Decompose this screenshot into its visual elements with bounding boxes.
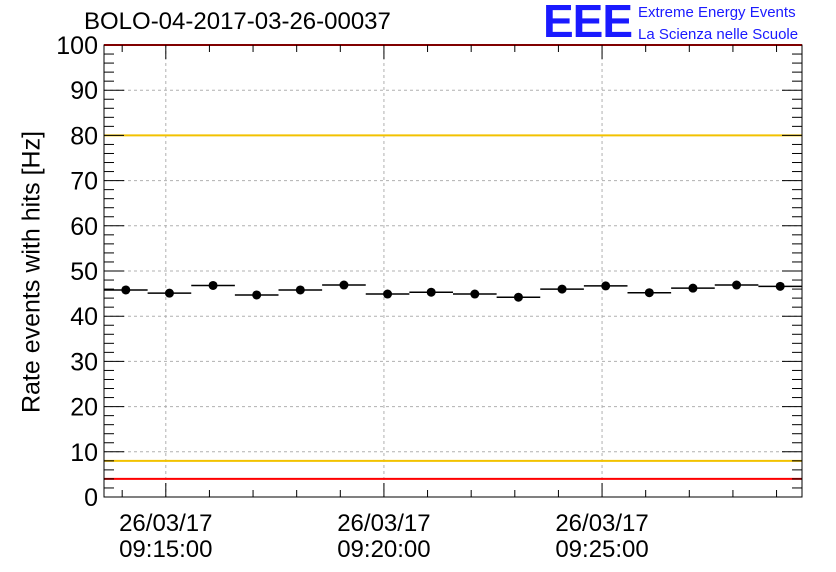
data-point: [252, 290, 262, 300]
data-point: [295, 285, 305, 295]
tick-labels: 010203040506070809010026/03/1709:15:0026…: [56, 32, 648, 563]
y-tick-label: 50: [70, 258, 98, 286]
y-tick-label: 40: [70, 303, 98, 331]
data-point: [121, 285, 131, 295]
x-tick-time-label: 09:25:00: [555, 536, 648, 563]
y-axis-label: Rate events with hits [Hz]: [17, 130, 46, 414]
data-point: [513, 292, 523, 302]
x-tick-time-label: 09:20:00: [337, 536, 430, 563]
threshold-lines: [104, 44, 802, 480]
y-tick-label: 30: [70, 348, 98, 376]
data-point: [732, 280, 742, 290]
data-point: [470, 289, 480, 299]
logo-line-2: La Scienza nelle Scuole: [638, 26, 799, 43]
y-tick-label: 20: [70, 394, 98, 422]
y-tick-label: 0: [84, 484, 98, 512]
y-tick-label: 100: [56, 32, 98, 60]
x-tick-time-label: 09:15:00: [119, 536, 212, 563]
x-tick-date-label: 26/03/17: [337, 510, 430, 537]
x-tick-date-label: 26/03/17: [555, 510, 648, 537]
eee-logo-mark: EEE: [543, 0, 633, 47]
data-point: [775, 281, 785, 291]
grid-lines: [104, 45, 802, 497]
y-tick-label: 60: [70, 213, 98, 241]
y-tick-label: 70: [70, 168, 98, 196]
data-point: [688, 283, 698, 293]
data-point: [339, 280, 349, 290]
data-point: [208, 280, 218, 290]
y-tick-label: 80: [70, 122, 98, 150]
data-point: [383, 289, 393, 299]
data-point: [601, 281, 611, 291]
logo-line-1: Extreme Energy Events: [638, 4, 796, 21]
data-point: [164, 288, 174, 298]
x-tick-date-label: 26/03/17: [119, 510, 212, 537]
plot-frame: [103, 44, 803, 498]
y-tick-label: 10: [70, 439, 98, 467]
chart-title: BOLO-04-2017-03-26-00037: [84, 8, 391, 35]
data-point: [426, 287, 436, 297]
data-points: [104, 280, 802, 302]
data-point: [644, 288, 654, 298]
y-tick-label: 90: [70, 77, 98, 105]
data-point: [557, 284, 567, 294]
